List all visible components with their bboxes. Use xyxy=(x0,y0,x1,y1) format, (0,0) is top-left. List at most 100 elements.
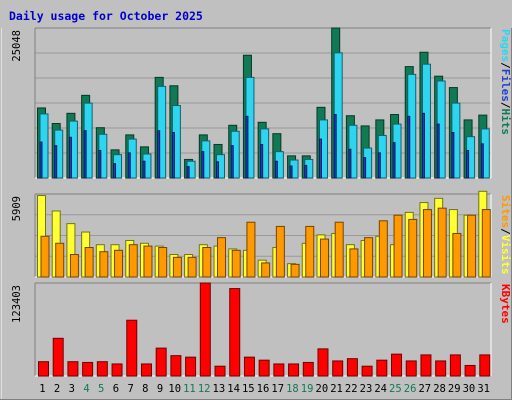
day-label: 15 xyxy=(242,383,255,395)
sites-bar xyxy=(422,209,432,278)
day-label: 13 xyxy=(213,383,226,395)
visits-legend: Sites/Visits xyxy=(499,195,512,275)
sites-bar xyxy=(246,221,256,278)
sites-bar xyxy=(261,262,271,278)
sites-bar xyxy=(364,237,374,278)
pages-bar xyxy=(392,142,396,179)
kbytes-legend: KBytes xyxy=(499,284,512,324)
title-bar xyxy=(0,0,512,28)
kbytes-bar xyxy=(420,354,432,377)
sites-bar xyxy=(187,256,197,278)
pages-bar xyxy=(98,149,102,179)
visits-ytick-label: 5909 xyxy=(11,196,23,221)
pages-bar xyxy=(171,131,175,179)
hits-legend-entry: Files xyxy=(499,69,512,102)
pages-bar xyxy=(216,161,220,179)
day-label: 5 xyxy=(98,383,104,395)
pages-bar xyxy=(113,163,117,179)
pages-bar xyxy=(39,141,43,179)
pages-bar xyxy=(436,123,440,179)
kbytes-bar xyxy=(317,348,329,377)
sites-bar xyxy=(467,214,477,278)
pages-bar xyxy=(186,166,190,179)
day-label: 6 xyxy=(113,383,119,395)
sites-bar xyxy=(290,263,300,278)
day-label: 26 xyxy=(404,383,417,395)
day-label: 7 xyxy=(127,383,133,395)
hits-ytick-label: 25048 xyxy=(11,30,23,62)
hits-legend-entry: Hits xyxy=(499,109,512,136)
kbytes-bar xyxy=(67,361,79,377)
hits-legend-entry: Pages xyxy=(499,29,512,62)
day-label: 9 xyxy=(157,383,163,395)
kbytes-bar xyxy=(126,319,138,377)
pages-bar xyxy=(230,145,234,179)
pages-bar xyxy=(304,164,308,179)
sites-bar xyxy=(158,247,168,278)
sites-bar xyxy=(143,245,153,278)
visits-legend-entry: Sites xyxy=(499,195,512,228)
hits-legend: Pages/Files/Hits xyxy=(499,29,512,135)
sites-bar xyxy=(172,256,182,278)
pages-bar xyxy=(333,114,337,179)
day-label: 22 xyxy=(345,383,358,395)
kbytes-bar xyxy=(170,355,182,377)
kbytes-bar xyxy=(288,363,300,377)
sites-bar xyxy=(84,247,94,278)
kbytes-bar xyxy=(243,356,255,377)
pages-bar xyxy=(363,157,367,179)
pages-bar xyxy=(157,130,161,179)
day-label: 30 xyxy=(463,383,476,395)
sites-bar xyxy=(408,218,418,278)
day-label: 19 xyxy=(301,383,314,395)
kbytes-bar xyxy=(199,282,211,377)
pages-bar xyxy=(142,160,146,179)
sites-bar xyxy=(114,249,124,278)
chart-title: Daily usage for October 2025 xyxy=(9,9,203,23)
sites-bar xyxy=(69,254,79,278)
sites-bar xyxy=(275,225,285,278)
sites-bar xyxy=(393,214,403,278)
kbytes-bar xyxy=(82,361,94,377)
pages-bar xyxy=(83,130,87,179)
pages-bar xyxy=(377,152,381,179)
kbytes-bar xyxy=(449,354,461,377)
pages-bar xyxy=(348,148,352,179)
kbytes-bar xyxy=(376,359,388,377)
kbytes-bar xyxy=(464,364,476,377)
day-label: 25 xyxy=(389,383,402,395)
pages-bar xyxy=(289,165,293,179)
day-label: 12 xyxy=(198,383,211,395)
kbytes-bar xyxy=(214,365,226,377)
sites-bar xyxy=(55,242,65,278)
day-label: 20 xyxy=(316,383,329,395)
kbytes-bar xyxy=(111,363,123,377)
pages-bar xyxy=(201,151,205,179)
day-label: 28 xyxy=(433,383,446,395)
kbytes-bar xyxy=(229,288,241,377)
kbytes-ytick-label: 123403 xyxy=(11,285,23,323)
sites-bar xyxy=(217,237,227,278)
sites-bar xyxy=(99,251,109,278)
kbytes-bar xyxy=(38,361,49,377)
sites-bar xyxy=(202,247,212,278)
sites-bar xyxy=(452,232,462,278)
pages-bar xyxy=(54,145,58,179)
day-label: 24 xyxy=(374,383,387,395)
day-label: 21 xyxy=(330,383,343,395)
kbytes-bar xyxy=(273,363,285,377)
pages-bar xyxy=(127,152,131,179)
hits-legend-entry: / xyxy=(499,102,512,109)
kbytes-bar xyxy=(346,358,358,377)
pages-bar xyxy=(68,136,72,179)
sites-bar xyxy=(319,238,329,278)
sites-bar xyxy=(378,220,388,278)
kbytes-bar xyxy=(140,363,152,377)
kbytes-bar xyxy=(302,361,314,377)
sites-bar xyxy=(334,221,344,278)
kbytes-bar xyxy=(435,360,447,377)
day-label: 18 xyxy=(286,383,299,395)
kbytes-legend-entry: KBytes xyxy=(499,284,512,324)
